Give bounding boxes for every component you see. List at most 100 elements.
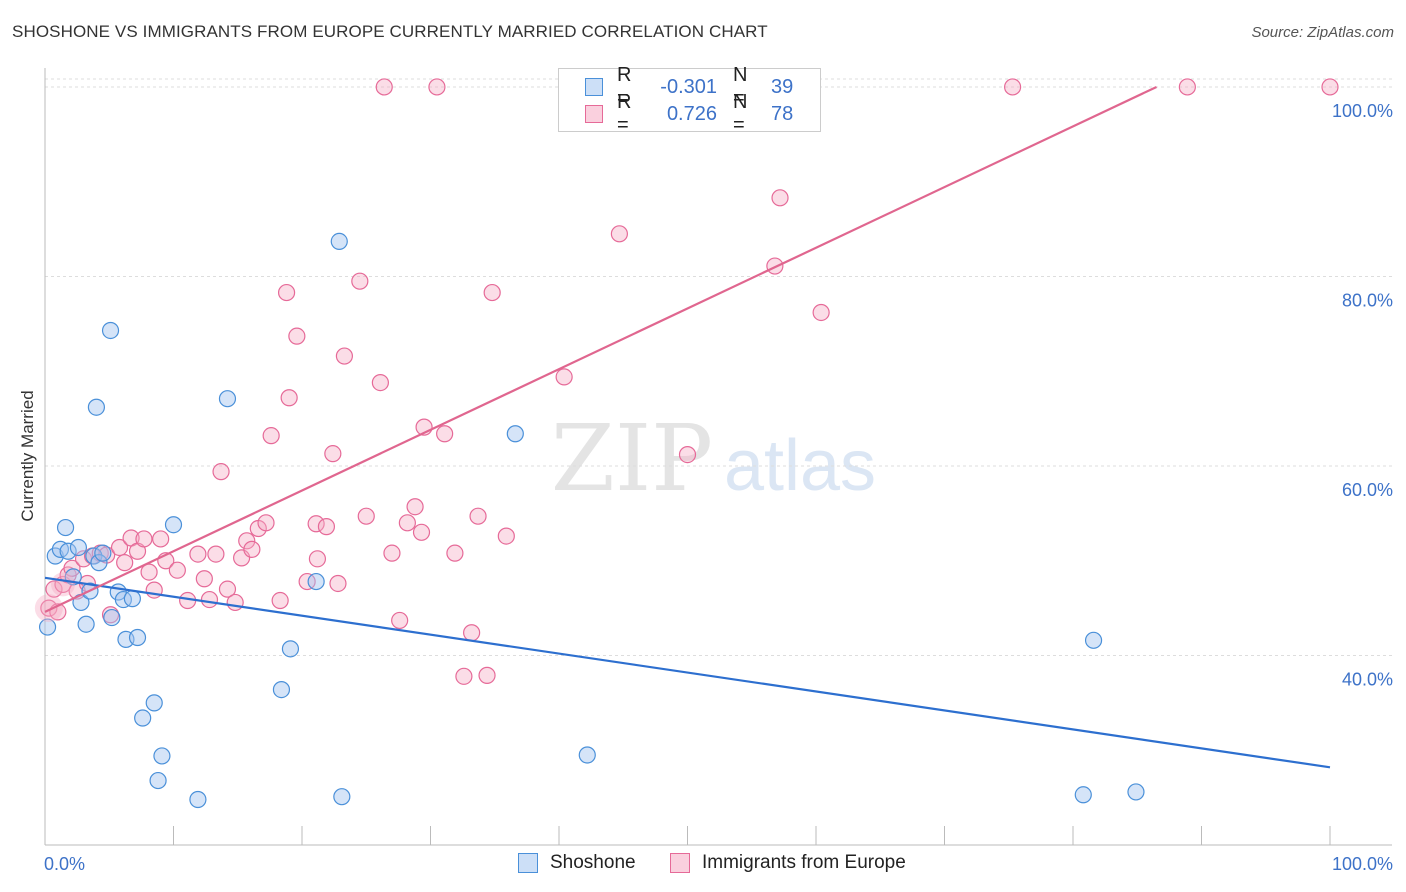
shoshone-point [281, 640, 300, 658]
shoshone-point [38, 618, 57, 636]
shoshone-point [94, 544, 112, 562]
europe-point [406, 498, 424, 516]
shoshone-point [1074, 786, 1092, 804]
correlation-legend: R = -0.301 N = 39 R = 0.726 N = 78 [558, 64, 821, 136]
europe-point [168, 561, 186, 579]
shoshone-point [145, 694, 163, 712]
shoshone-point [506, 425, 524, 443]
europe-point [391, 611, 409, 630]
shoshone-point [333, 788, 351, 806]
n-label: N = [733, 64, 748, 109]
europe-point [335, 347, 354, 365]
europe-point [317, 518, 336, 536]
watermark-zip: ZIP [551, 405, 713, 512]
source-label: Source: ZipAtlas.com [1251, 24, 1394, 41]
shoshone-point [272, 680, 291, 699]
r-label: R = [617, 64, 632, 109]
europe-point [428, 78, 446, 96]
europe-point [351, 272, 369, 290]
europe-point [375, 78, 393, 96]
europe-point [277, 283, 296, 302]
europe-trend-line [44, 85, 1157, 613]
shoshone-point [56, 518, 75, 537]
y-tick-label: 80.0% [1342, 290, 1393, 310]
europe-point [195, 570, 213, 588]
shoshone-point [103, 608, 121, 627]
europe-point [446, 544, 464, 562]
shoshone-trend-line [44, 576, 1331, 769]
series-shoshone [38, 232, 1145, 809]
europe-cluster-point [34, 594, 63, 623]
y-tick-label: 60.0% [1342, 480, 1393, 500]
europe-point [135, 530, 153, 548]
europe-point [1321, 78, 1339, 96]
y-tick-label: 40.0% [1342, 669, 1393, 689]
chart-title: SHOSHONE VS IMMIGRANTS FROM EUROPE CURRE… [12, 22, 768, 41]
europe-point [200, 590, 219, 609]
europe-point [152, 530, 170, 548]
europe-point [40, 599, 58, 617]
europe-point [329, 574, 347, 593]
europe-point [469, 507, 487, 525]
shoshone-point [134, 709, 152, 727]
shoshone-point [101, 321, 120, 340]
europe-point [257, 514, 275, 532]
europe-point [812, 303, 830, 322]
shoshone-point [330, 232, 348, 251]
shoshone-point [1127, 783, 1145, 801]
europe-point [116, 554, 134, 572]
europe-point [483, 283, 501, 302]
europe-point [307, 515, 325, 533]
n-value: 78 [771, 102, 794, 125]
europe-point [436, 425, 454, 443]
europe-point [1178, 78, 1196, 96]
shoshone-point [114, 590, 132, 609]
shoshone-point [90, 554, 108, 572]
europe-point [308, 550, 327, 568]
x-tick-label-min: 0.0% [44, 854, 85, 874]
europe-point [357, 507, 375, 525]
shoshone-point [77, 615, 95, 633]
europe-point [298, 572, 316, 591]
europe-point [212, 463, 230, 481]
legend-label-europe: Immigrants from Europe [702, 852, 906, 873]
r-value: 0.726 [666, 102, 717, 125]
europe-point [207, 545, 225, 563]
europe-point [101, 606, 120, 624]
europe-point [271, 591, 289, 610]
europe-point [478, 666, 496, 684]
series-europe [40, 78, 1339, 685]
europe-point [63, 559, 81, 577]
n-label: N = [733, 91, 748, 136]
shoshone-point [189, 790, 207, 809]
europe-point [280, 389, 298, 407]
europe-point [412, 523, 431, 541]
europe-swatch [670, 853, 690, 873]
shoshone-point [149, 771, 167, 790]
europe-point [771, 189, 789, 207]
watermark-atlas: atlas [724, 426, 876, 506]
europe-point [243, 540, 261, 558]
europe-point [555, 368, 573, 386]
shoshone-point [128, 628, 147, 647]
shoshone-point [164, 516, 183, 534]
europe-point [189, 545, 207, 563]
shoshone-point [218, 390, 237, 408]
europe-point [238, 532, 256, 550]
europe-point [45, 580, 63, 598]
europe-point [288, 327, 306, 345]
europe-point [398, 514, 416, 532]
legend-label-shoshone: Shoshone [550, 852, 636, 873]
shoshone-swatch [585, 78, 603, 96]
europe-point [324, 445, 342, 463]
r-label: R = [617, 91, 632, 136]
europe-point [497, 527, 515, 545]
europe-point [455, 667, 473, 685]
europe-point [226, 593, 244, 612]
shoshone-swatch [518, 853, 538, 873]
europe-point [110, 538, 129, 557]
shoshone-point [59, 542, 77, 560]
europe-point [383, 544, 401, 562]
shoshone-point [69, 538, 88, 557]
